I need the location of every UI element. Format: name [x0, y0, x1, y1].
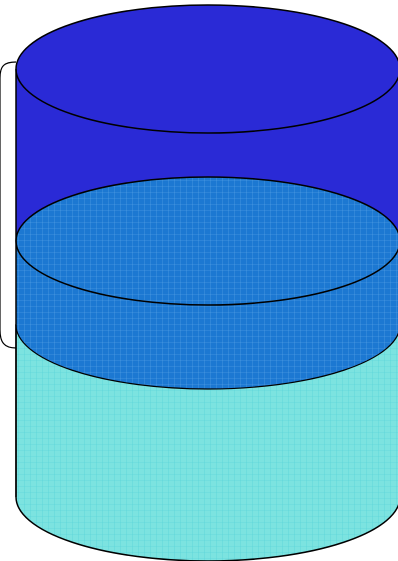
middle-layer-lower-edge — [15, 324, 398, 390]
top-cap-ellipse — [15, 4, 398, 134]
middle-layer-top-ellipse — [15, 176, 398, 306]
left-brace — [0, 61, 17, 349]
